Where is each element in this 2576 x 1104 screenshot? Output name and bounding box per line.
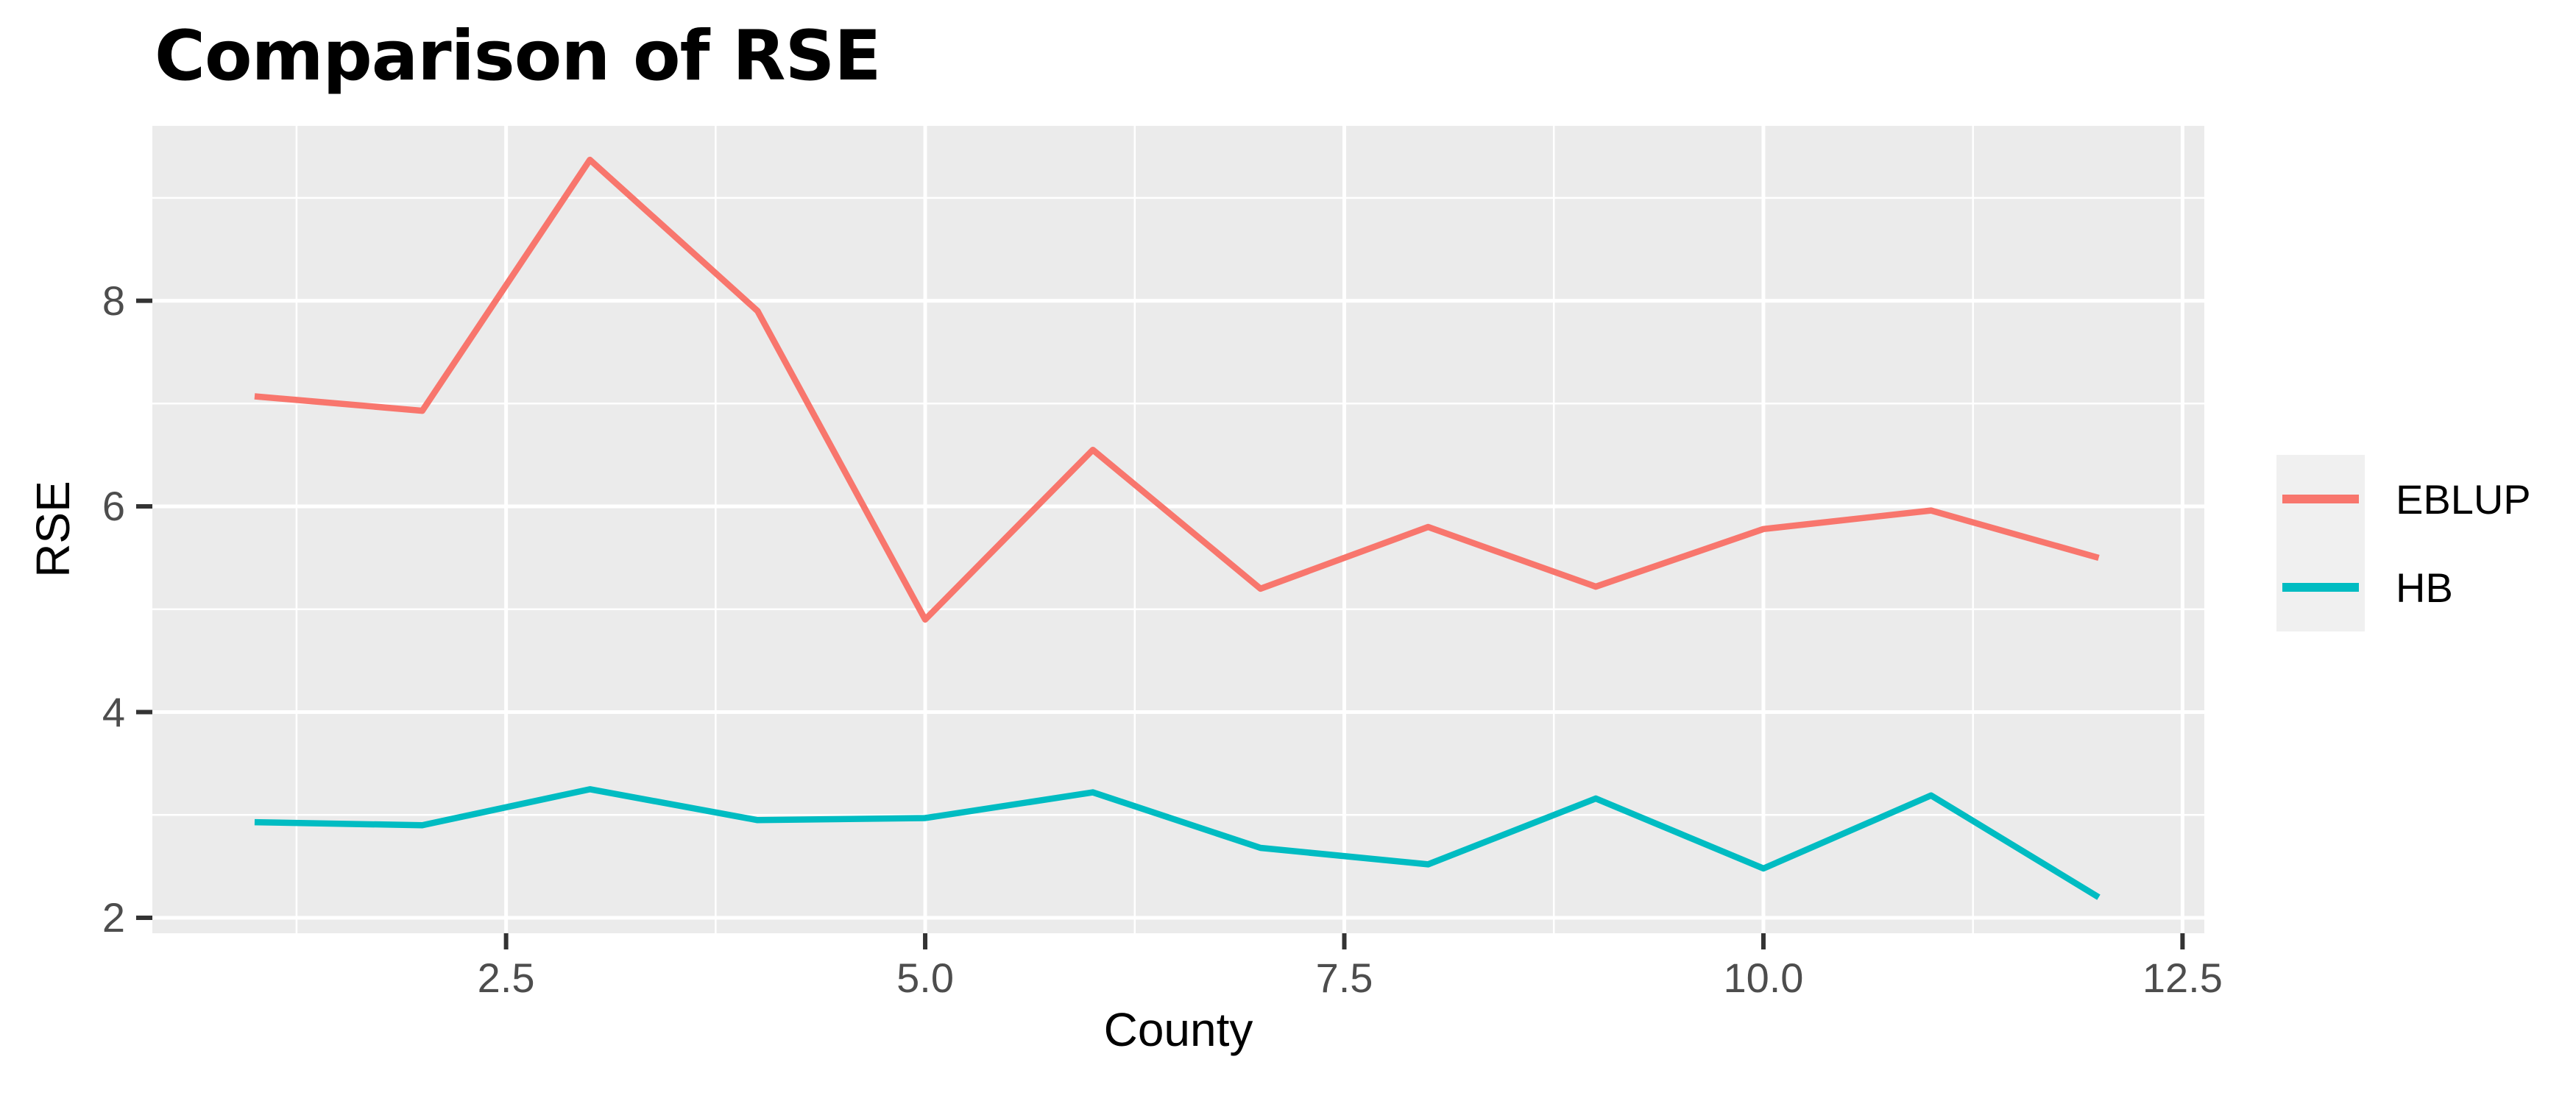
- plot-panel: [152, 126, 2204, 933]
- x-tick-label: 7.5: [1315, 955, 1373, 1001]
- series-line-eblup: [254, 156, 2100, 623]
- series-line-hb: [254, 786, 2101, 900]
- legend-item-hb: HB: [2276, 543, 2531, 631]
- legend-key-eblup: [2276, 455, 2365, 543]
- chart-title: Comparison of RSE: [155, 16, 881, 96]
- legend: EBLUP HB: [2276, 455, 2531, 631]
- y-axis-title: RSE: [26, 481, 79, 578]
- x-tick-label: 12.5: [2142, 955, 2223, 1001]
- legend-item-eblup: EBLUP: [2276, 455, 2531, 543]
- y-tick-label: 6: [102, 483, 125, 530]
- y-tick-label: 2: [102, 894, 125, 941]
- y-tick-label: 8: [102, 277, 125, 324]
- legend-line-swatch: [2282, 583, 2359, 592]
- legend-label: HB: [2396, 564, 2453, 611]
- x-tick-label: 2.5: [477, 955, 535, 1001]
- x-tick-label: 10.0: [1723, 955, 1804, 1001]
- legend-label: EBLUP: [2396, 475, 2531, 523]
- x-axis-title: County: [1103, 1003, 1253, 1056]
- y-tick-label: 4: [102, 688, 125, 735]
- x-tick-label: 5.0: [896, 955, 954, 1001]
- legend-line-swatch: [2282, 495, 2359, 503]
- legend-key-hb: [2276, 543, 2365, 631]
